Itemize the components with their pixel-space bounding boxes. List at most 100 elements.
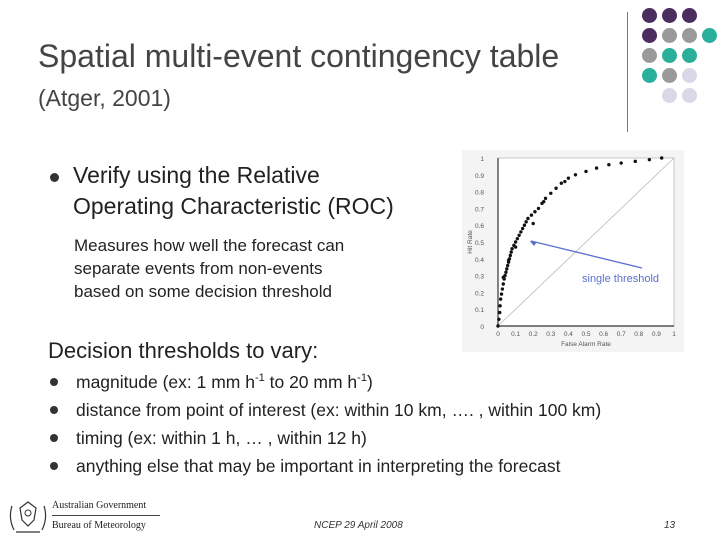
bullet-roc: Verify using the Relative Operating Char… [73,160,463,222]
roc-description: Measures how well the forecast can separ… [74,234,424,303]
roc-point [536,206,541,211]
x-tick-label: 0.8 [634,331,643,338]
roc-point [513,245,518,249]
y-tick-label: 0.9 [475,173,484,180]
chart-annotation [529,240,643,269]
y-tick-label: 0.7 [475,206,484,213]
roc-point [508,253,513,258]
roc-point [594,166,599,170]
deco-dot [682,88,697,103]
x-tick-label: 0.6 [599,331,608,338]
x-tick-label: 0.4 [564,331,573,338]
y-tick-label: 0.1 [475,307,484,314]
deco-dot [642,8,657,23]
roc-point [542,199,546,204]
item-magnitude-mid: to 20 mm h [264,372,358,392]
roc-point [517,233,521,237]
roc-point [505,267,509,271]
chart-axes: 0 0.1 0.2 0.3 0.4 0.5 0.6 0.7 0.8 0.9 1 0 0.1 0.2 0.3 0… [467,156,676,348]
bullet-dot [50,378,58,386]
deco-dot [662,28,677,43]
deco-dot [702,28,717,43]
bullet-roc-line1: Verify using the Relative [73,162,320,188]
thresholds-heading: Decision thresholds to vary: [48,338,319,363]
bullet-dot [50,434,58,442]
bullet-dot [50,406,58,414]
roc-description-line2: separate events from non-events [74,259,323,278]
item-distance: distance from point of interest (ex: wit… [76,400,602,420]
x-tick-label: 1 [672,331,676,338]
roc-point [522,223,527,227]
x-tick-label: 0.5 [581,331,590,338]
item-magnitude-sup1: -1 [254,372,265,385]
annotation-arrow [530,240,643,269]
roc-point [619,161,623,165]
roc-point [519,230,523,234]
roc-point [496,324,500,328]
deco-dot [662,8,677,23]
y-tick-label: 0.8 [475,190,484,197]
roc-point [554,186,558,190]
roc-chart: 0 0.1 0.2 0.3 0.4 0.5 0.6 0.7 0.8 0.9 1 0 0.1 0.2 0.3 0… [462,150,684,352]
chart-points [496,156,664,328]
roc-point [506,258,511,263]
roc-point [647,157,652,162]
roc-point [659,156,664,160]
coat-of-arms-logo [9,501,47,533]
x-tick-label: 0.9 [652,331,661,338]
y-axis-label: Hit Rate [467,230,474,254]
roc-description-line3: based on some decision threshold [74,282,332,301]
x-tick-label: 0.1 [511,331,520,338]
y-tick-label: 1 [480,156,484,163]
item-magnitude-sup2: -1 [357,372,367,385]
roc-point [498,310,502,315]
roc-point [504,270,508,274]
logo-line1: Australian Government [52,500,147,511]
roc-point [607,163,611,167]
roc-point [543,196,548,201]
item-magnitude-post: ) [366,372,373,392]
deco-dot [642,68,657,83]
deco-dot [682,28,697,43]
item-other: anything else that may be important in i… [76,456,561,476]
roc-point [510,247,514,251]
roc-description-line1: Measures how well the forecast can [74,236,345,255]
roc-point [497,317,501,321]
y-tick-label: 0.3 [475,274,484,281]
page-number: 13 [664,520,676,531]
deco-dot [642,28,657,43]
roc-point [505,263,510,268]
deco-dot [642,48,657,63]
roc-point [500,287,505,291]
y-tick-label: 0.5 [475,240,484,247]
item-timing: timing (ex: within 1 h, … , within 12 h) [76,428,367,448]
y-tick-label: 0.2 [475,290,484,297]
roc-point [573,173,578,177]
roc-point [501,282,505,286]
roc-point [524,220,528,224]
roc-point [529,213,534,217]
diagonal-line [497,157,675,327]
roc-point [498,297,503,301]
bullet-dot [50,462,58,470]
roc-point [515,236,520,241]
y-tick-label: 0.6 [475,223,484,230]
y-tick-label: 0.4 [475,257,484,264]
slide-subtitle: (Atger, 2001) [38,85,171,111]
deco-dot [682,8,697,23]
roc-point [566,176,571,180]
single-threshold-label: single threshold [582,273,660,285]
roc-point [531,221,535,226]
x-tick-label: 0.7 [617,331,626,338]
roc-point [633,159,637,164]
roc-point [533,210,537,214]
title-divider [627,12,628,132]
item-magnitude-pre: magnitude (ex: 1 mm h [76,372,255,392]
roc-point [549,191,553,195]
deco-dot [662,68,677,83]
roc-point [498,304,502,308]
deco-dot [662,88,677,103]
roc-point [501,275,505,279]
roc-point [584,169,588,174]
footer-text: NCEP 29 April 2008 [314,520,403,531]
